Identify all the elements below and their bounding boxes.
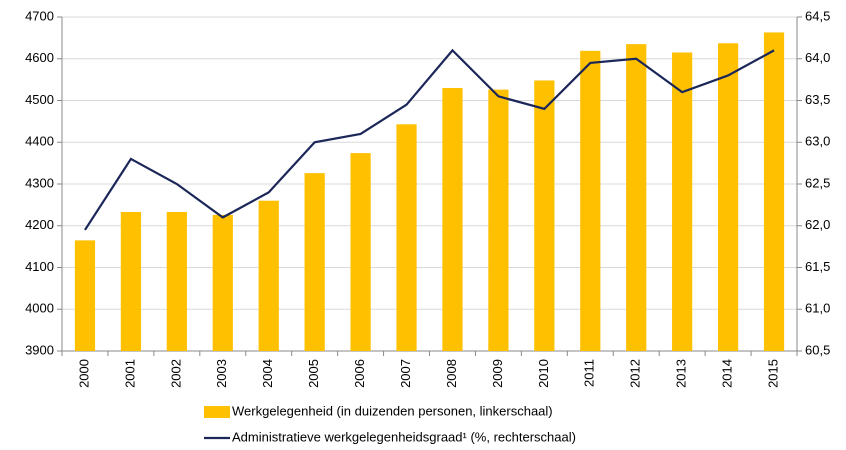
bar [120, 211, 142, 351]
legend-swatch [204, 406, 230, 418]
legend-label: Werkgelegenheid (in duizenden personen, … [232, 403, 553, 418]
y-tick-label: 4000 [25, 301, 54, 316]
y2-tick-label: 64,5 [805, 8, 830, 23]
bar [534, 80, 555, 352]
y2-tick-label: 61,5 [805, 259, 830, 274]
y-tick-label: 4300 [25, 175, 54, 190]
legend-label: Administratieve werkgelegenheidsgraad¹ (… [232, 429, 576, 444]
x-tick-label: 2014 [720, 359, 735, 388]
bar [304, 173, 325, 351]
bar [488, 89, 509, 352]
bar [258, 200, 279, 351]
y2-tick-label: 63,0 [805, 134, 830, 149]
y2-tick-label: 64,0 [805, 50, 830, 65]
bar [212, 214, 233, 351]
bar [626, 44, 647, 351]
x-tick-label: 2012 [628, 359, 643, 388]
bar [717, 43, 739, 352]
x-tick-label: 2003 [214, 359, 229, 388]
y2-tick-label: 61,0 [805, 301, 830, 316]
y-tick-label: 3900 [25, 342, 54, 357]
line [84, 48, 775, 231]
y2-tick-label: 63,5 [805, 92, 830, 107]
x-tick-label: 2006 [352, 359, 367, 388]
x-tick-label: 2005 [306, 359, 321, 388]
x-tick-label: 2015 [765, 359, 780, 388]
y2-tick-label: 60,5 [805, 342, 830, 357]
x-tick-label: 2011 [582, 359, 597, 387]
bar [166, 211, 187, 351]
bar [350, 153, 371, 351]
y-tick-label: 4100 [25, 259, 54, 274]
y-tick-label: 4700 [25, 8, 54, 23]
bar [442, 87, 463, 351]
y-tick-label: 4200 [25, 217, 54, 232]
bar [672, 52, 693, 352]
x-tick-label: 2008 [444, 359, 459, 388]
bar [396, 124, 417, 351]
y2-tick-label: 62,5 [805, 175, 830, 190]
x-tick-label: 2001 [122, 359, 137, 388]
x-tick-label: 2010 [536, 359, 551, 388]
y-tick-label: 4500 [25, 92, 54, 107]
x-tick-label: 2007 [398, 359, 413, 388]
x-tick-label: 2002 [168, 359, 183, 388]
bar [763, 32, 785, 351]
y-tick-label: 4400 [25, 134, 54, 149]
y2-tick-label: 62,0 [805, 217, 830, 232]
bar [580, 50, 601, 351]
x-tick-label: 2000 [76, 359, 91, 388]
x-tick-label: 2013 [674, 359, 689, 388]
y-tick-label: 4600 [25, 50, 54, 65]
bar [74, 240, 96, 351]
x-tick-label: 2009 [490, 359, 505, 388]
x-tick-label: 2004 [260, 359, 275, 388]
